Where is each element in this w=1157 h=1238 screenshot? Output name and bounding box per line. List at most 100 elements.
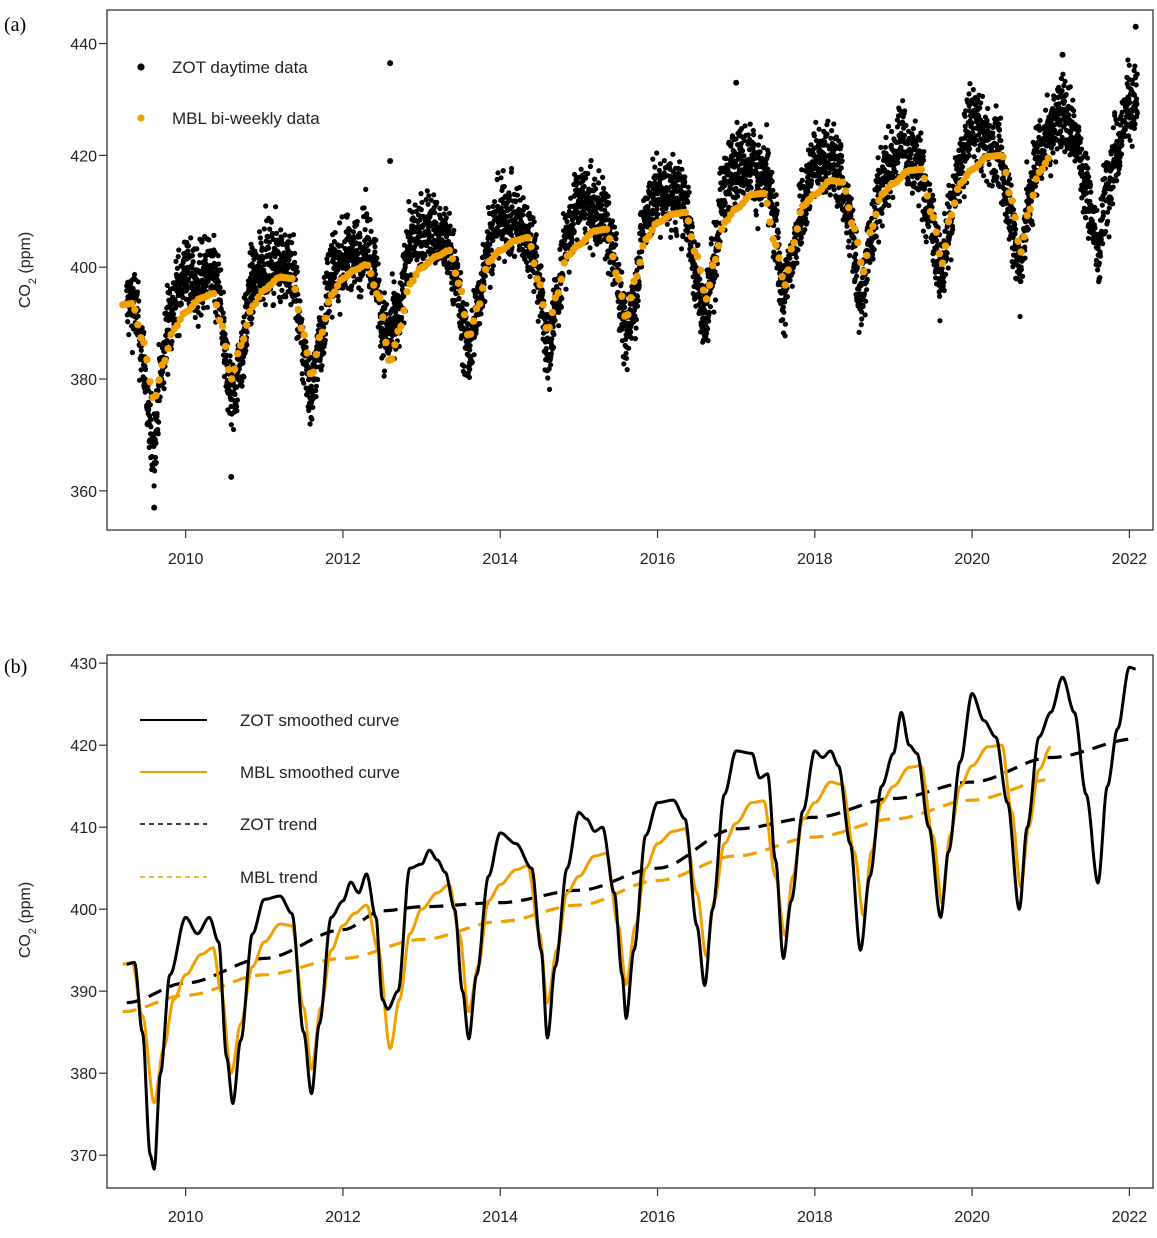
zot-daytime-point: [966, 91, 972, 97]
zot-daytime-point: [199, 237, 205, 243]
zot-daytime-point: [578, 166, 584, 172]
zot-daytime-point: [408, 256, 414, 262]
zot-daytime-point: [616, 261, 622, 267]
zot-daytime-point: [713, 272, 720, 279]
zot-daytime-point: [262, 302, 268, 308]
zot-daytime-point: [355, 251, 361, 257]
zot-daytime-point: [622, 304, 628, 310]
zot-daytime-point: [169, 338, 175, 345]
zot-daytime-point: [774, 208, 780, 214]
zot-daytime-point: [582, 215, 588, 221]
zot-daytime-point: [288, 302, 294, 308]
zot-daytime-point: [990, 130, 996, 136]
zot-daytime-point: [426, 193, 432, 199]
zot-daytime-point: [975, 147, 981, 153]
zot-daytime-point: [418, 207, 424, 213]
zot-daytime-point: [782, 321, 789, 327]
zot-daytime-point: [321, 350, 327, 356]
panel-a-x-tick-label: 2014: [482, 551, 518, 568]
zot-daytime-point: [509, 204, 515, 210]
zot-daytime-point: [380, 353, 386, 359]
zot-daytime-point: [434, 199, 440, 205]
zot-daytime-point: [591, 182, 597, 188]
zot-daytime-point: [220, 289, 226, 295]
zot-daytime-point: [240, 358, 246, 365]
zot-daytime-point: [705, 338, 711, 344]
zot-daytime-point: [923, 234, 929, 240]
panel-a-tag: (a): [4, 14, 26, 36]
zot-daytime-point: [782, 333, 788, 339]
zot-daytime-point: [362, 227, 368, 233]
zot-daytime-point: [909, 190, 916, 196]
zot-daytime-point: [882, 144, 889, 150]
zot-daytime-point: [838, 165, 844, 171]
zot-daytime-point: [253, 287, 259, 294]
zot-daytime-point: [506, 193, 513, 199]
zot-daytime-point: [773, 192, 779, 198]
zot-daytime-point: [197, 252, 203, 258]
zot-daytime-point: [569, 237, 575, 243]
zot-daytime-point: [456, 295, 462, 302]
zot-daytime-point: [331, 239, 337, 245]
zot-daytime-point: [365, 248, 371, 254]
zot-daytime-point: [747, 178, 754, 184]
zot-daytime-point: [654, 150, 660, 156]
zot-daytime-point: [319, 363, 325, 369]
zot-daytime-point: [755, 142, 762, 148]
zot-daytime-point: [870, 252, 876, 258]
zot-daytime-point: [176, 247, 182, 253]
zot-daytime-point: [335, 267, 341, 273]
zot-daytime-point: [773, 217, 779, 223]
zot-daytime-point: [464, 301, 470, 307]
zot-daytime-point: [808, 142, 814, 148]
zot-daytime-point: [467, 366, 473, 372]
zot-daytime-point: [381, 290, 387, 296]
zot-daytime-point: [652, 164, 658, 170]
zot-daytime-point: [619, 269, 625, 275]
zot-daytime-point: [223, 357, 229, 363]
zot-daytime-point: [672, 219, 678, 225]
zot-daytime-point: [945, 265, 951, 271]
zot-daytime-point: [784, 294, 791, 300]
zot-daytime-point: [711, 309, 717, 315]
zot-daytime-point: [998, 137, 1004, 144]
zot-daytime-point: [757, 134, 764, 140]
zot-daytime-point: [802, 227, 808, 233]
zot-daytime-point: [297, 298, 303, 304]
zot-daytime-point: [657, 234, 664, 240]
zot-daytime-point: [487, 284, 493, 290]
zot-daytime-points: [124, 23, 1140, 511]
zot-daytime-point: [337, 311, 343, 317]
zot-daytime-point: [498, 175, 504, 181]
zot-daytime-point: [185, 243, 192, 249]
zot-daytime-point: [281, 261, 287, 267]
zot-daytime-point: [829, 128, 835, 134]
zot-daytime-point: [360, 269, 366, 275]
zot-daytime-point: [399, 282, 405, 289]
zot-daytime-point: [222, 331, 228, 337]
panel-a-plot-frame: [106, 9, 1154, 531]
zot-daytime-point: [227, 353, 233, 359]
zot-daytime-point: [571, 228, 577, 234]
zot-daytime-point: [239, 383, 245, 389]
zot-daytime-point: [377, 343, 384, 349]
zot-daytime-point: [602, 217, 608, 223]
zot-daytime-point: [633, 325, 639, 331]
zot-daytime-point: [432, 210, 438, 216]
panel-a-x-axis: 2010 2012 2014 2016 2018 2020 2022: [168, 530, 1147, 568]
zot-daytime-point: [329, 314, 335, 320]
zot-daytime-point: [514, 192, 521, 198]
zot-daytime-point: [755, 226, 761, 232]
zot-daytime-point: [682, 174, 688, 180]
zot-daytime-point: [903, 122, 909, 128]
zot-daytime-point: [890, 194, 896, 200]
zot-daytime-point: [581, 183, 587, 190]
zot-daytime-point: [741, 153, 747, 159]
zot-daytime-point: [148, 416, 154, 423]
zot-daytime-point: [155, 426, 161, 433]
panel-a-x-tick-label: 2016: [640, 551, 676, 568]
zot-daytime-point: [216, 279, 222, 285]
zot-daytime-point: [977, 105, 983, 111]
zot-daytime-point: [1012, 221, 1018, 227]
zot-daytime-point: [877, 218, 883, 224]
